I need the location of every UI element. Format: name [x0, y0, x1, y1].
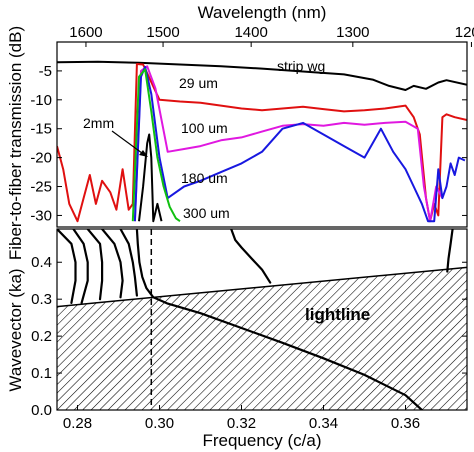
light-line: [57, 266, 467, 308]
band-plot-frame: [56, 228, 468, 411]
top-y-axis-ticks: -5 -10 -15 -20 -25 -30: [30, 63, 467, 224]
top-y-tick-label: -25: [30, 179, 52, 196]
label-300-um: 300 um: [183, 205, 230, 221]
top-x-axis-ticks: 1600 1500 1400 1300 1200: [69, 24, 474, 47]
arrow-2mm-head: [139, 150, 148, 157]
label-2mm: 2mm: [83, 115, 114, 131]
label-100-um: 100 um: [181, 120, 228, 136]
bottom-y-tick-label: 0.4: [31, 254, 52, 271]
top-y-tick-label: -15: [30, 121, 52, 138]
band-diagram-panel: lightline 0.00.10.20.30.4 0.28 0.30 0.32 0.…: [31, 228, 468, 432]
label-180-um: 180 um: [181, 170, 228, 186]
bottom-y-axis-ticks: 0.0 0.1 0.2 0.3 0.4: [31, 254, 467, 419]
band-4: [100, 229, 124, 299]
bottom-y-tick-label: 0.0: [31, 402, 52, 419]
top-y-tick-label: -10: [30, 92, 52, 109]
series-29-um: [57, 63, 467, 223]
top-x-tick-label: 1300: [336, 24, 369, 41]
band-7: [230, 229, 272, 284]
label-lightline: lightline: [305, 305, 370, 324]
label-29-um: 29 um: [179, 75, 218, 91]
bottom-x-tick-label: 0.28: [63, 415, 92, 432]
band-2: [72, 229, 89, 304]
transmission-panel: -5-10-15-20-25-30 strip wg 29 um 100 um …: [30, 41, 468, 228]
top-x-tick-label: 1500: [146, 24, 179, 41]
top-x-tick-label: 1200: [455, 24, 474, 41]
bottom-x-axis-title: Frequency (c/a): [202, 431, 321, 450]
top-y-tick-label: -30: [30, 207, 52, 224]
bottom-x-tick-label: 0.30: [145, 415, 174, 432]
top-y-axis-title: Fiber-to-fiber transmission (dB): [6, 26, 25, 260]
series-300-um: [131, 68, 181, 223]
top-x-axis-title: Wavelength (nm): [198, 3, 327, 22]
band-3: [86, 229, 104, 301]
bottom-y-tick-label: 0.2: [31, 328, 52, 345]
label-strip-wg: strip wg: [277, 58, 325, 74]
bottom-y-tick-label: 0.3: [31, 291, 52, 308]
bottom-x-tick-label: 0.32: [227, 415, 256, 432]
bottom-y-tick-label: 0.1: [31, 365, 52, 382]
transmission-plot-frame: [56, 41, 468, 228]
series-2mm: [138, 133, 163, 223]
band-8: [446, 229, 454, 273]
arrow-2mm: [111, 130, 147, 157]
top-y-tick-label: -20: [30, 150, 52, 167]
bottom-x-axis-ticks: 0.28 0.30 0.32 0.34 0.36: [63, 405, 420, 432]
top-y-tick-label: -5: [39, 63, 52, 80]
series-strip-wg: [57, 60, 467, 91]
band-6: [135, 229, 423, 410]
bottom-x-tick-label: 0.36: [391, 415, 420, 432]
band-5: [119, 229, 138, 297]
bottom-y-axis-title: Wavevector (ka): [6, 268, 25, 391]
top-x-tick-label: 1400: [234, 24, 267, 41]
bottom-x-tick-label: 0.34: [309, 415, 338, 432]
band-1: [57, 229, 77, 304]
series-180-um: [133, 65, 466, 223]
top-x-tick-label: 1600: [69, 24, 102, 41]
light-cone-region: [57, 267, 467, 410]
